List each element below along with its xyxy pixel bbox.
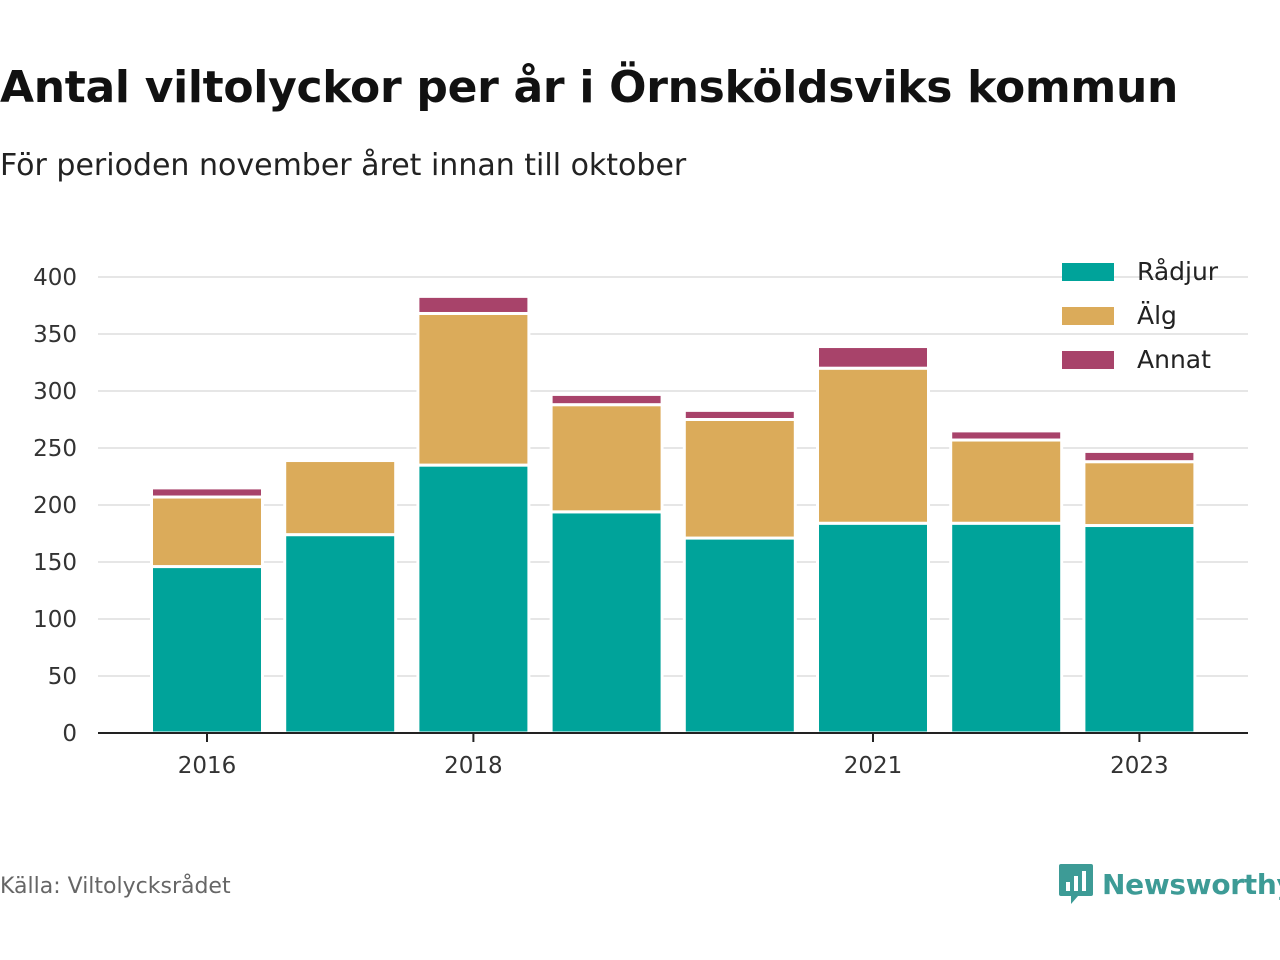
bar-segment bbox=[283, 533, 398, 735]
bar-segment bbox=[150, 486, 264, 499]
x-tick-label: 2018 bbox=[444, 753, 503, 779]
bar-segment bbox=[416, 463, 531, 735]
legend-swatch bbox=[1062, 351, 1114, 369]
legend-label: Älg bbox=[1137, 301, 1177, 330]
chart-title: Antal viltolyckor per år i Örnsköldsviks… bbox=[0, 62, 1179, 113]
x-tick-label: 2023 bbox=[1110, 753, 1169, 779]
bar-segment bbox=[549, 510, 664, 735]
bar-segment bbox=[816, 366, 930, 525]
y-tick-label: 250 bbox=[33, 436, 77, 462]
brand-name: Newsworthy bbox=[1102, 867, 1280, 901]
chart-subtitle: För perioden november året innan till ok… bbox=[0, 148, 687, 183]
x-tick-label: 2021 bbox=[844, 753, 903, 779]
legend-swatch bbox=[1062, 307, 1114, 325]
brand-logo: Newsworthy bbox=[1058, 862, 1280, 906]
bar-segment bbox=[816, 345, 930, 370]
bar-segment bbox=[1082, 449, 1197, 464]
x-tick-label: 2016 bbox=[178, 753, 237, 779]
y-tick-label: 100 bbox=[33, 607, 77, 633]
bar-segment bbox=[416, 311, 531, 467]
bar-segment bbox=[416, 294, 531, 315]
bar-segment bbox=[682, 418, 797, 540]
bar-segment bbox=[1082, 460, 1197, 528]
y-tick-label: 400 bbox=[33, 265, 77, 291]
y-tick-label: 0 bbox=[62, 721, 77, 747]
legend-label: Annat bbox=[1137, 345, 1211, 374]
source-note: Källa: Viltolycksrådet bbox=[0, 874, 231, 899]
bar-segment bbox=[150, 495, 264, 569]
bar-segment bbox=[150, 565, 264, 735]
bar-segment bbox=[816, 521, 930, 735]
y-tick-label: 50 bbox=[48, 664, 77, 690]
bar-segment bbox=[682, 408, 797, 422]
y-tick-label: 150 bbox=[33, 550, 77, 576]
bar-segment bbox=[949, 438, 1064, 525]
y-tick-label: 200 bbox=[33, 493, 77, 519]
y-tick-label: 350 bbox=[33, 322, 77, 348]
y-tick-label: 300 bbox=[33, 379, 77, 405]
legend-swatch bbox=[1062, 263, 1114, 281]
bar-segment bbox=[1082, 524, 1197, 735]
bar-segment bbox=[549, 403, 664, 514]
bar-segment bbox=[549, 392, 664, 407]
newsworthy-logo-icon bbox=[1059, 864, 1093, 904]
legend-label: Rådjur bbox=[1137, 257, 1219, 286]
bar-segment bbox=[949, 521, 1064, 735]
bar-segment bbox=[682, 536, 797, 735]
bar-segment bbox=[949, 429, 1064, 442]
bar-segment bbox=[283, 459, 398, 537]
